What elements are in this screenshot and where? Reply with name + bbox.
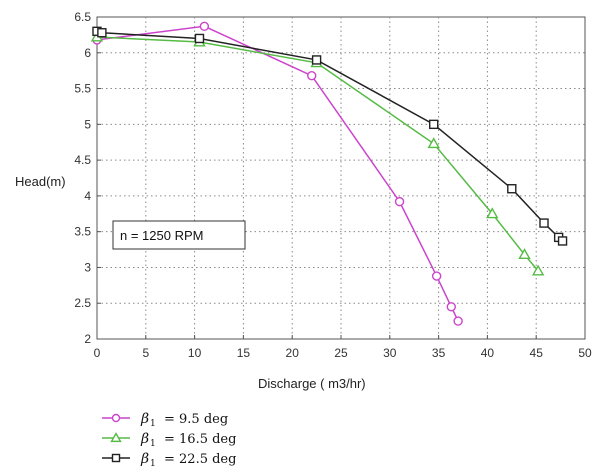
data-point-triangle <box>427 137 440 149</box>
data-point-circle <box>394 196 405 207</box>
grid <box>97 17 585 339</box>
x-tick-label: 30 <box>383 346 397 360</box>
data-point-square <box>539 218 549 228</box>
x-tick-label: 25 <box>334 346 348 360</box>
y-tick-label: 5.5 <box>74 82 91 96</box>
legend-marker-square <box>111 453 121 463</box>
legend-item: β 1 = 9.5 deg <box>102 411 228 429</box>
y-tick-label: 3.5 <box>74 225 91 239</box>
rpm-annotation: n = 1250 RPM <box>112 220 246 250</box>
x-axis-title: Discharge ( m3/hr) <box>258 376 366 391</box>
data-point-triangle <box>486 207 499 219</box>
x-tick-label: 5 <box>142 346 149 360</box>
data-point-circle <box>453 316 463 326</box>
data-point-square <box>97 28 107 38</box>
legend-label: = 16.5 deg <box>164 432 236 447</box>
data-point-triangle <box>518 248 531 260</box>
data-point-circle <box>431 271 442 281</box>
series-3 <box>92 26 568 246</box>
data-point-square <box>311 55 322 65</box>
y-tick-label: 6 <box>84 46 91 60</box>
series-1 <box>92 21 463 326</box>
legend-beta-symbol: β <box>140 411 149 427</box>
data-point-square <box>429 119 439 130</box>
data-point-square <box>507 184 517 194</box>
data-point-triangle <box>531 264 545 276</box>
series-layer <box>90 21 568 326</box>
legend-beta-symbol: β <box>140 451 149 467</box>
data-point-circle <box>199 21 210 32</box>
x-tick-label: 45 <box>530 346 544 360</box>
y-tick-label: 3 <box>84 260 91 274</box>
x-tick-label: 50 <box>578 346 592 360</box>
legend-label: = 22.5 deg <box>164 452 236 467</box>
legend-marker-triangle <box>110 432 122 443</box>
y-tick-label: 4.5 <box>74 153 91 167</box>
y-tick-label: 5 <box>84 117 91 131</box>
data-point-square <box>194 33 205 44</box>
y-axis-ticks: 2 2.5 3 3.5 4 4.5 5 5.5 6 6.5 <box>74 10 101 346</box>
legend-subscript: 1 <box>150 419 156 429</box>
y-tick-label: 2 <box>84 332 91 346</box>
rpm-annotation-text: n = 1250 RPM <box>120 228 203 243</box>
rpm-annotation-box <box>112 220 246 250</box>
data-point-square <box>557 236 568 246</box>
plot-area <box>96 16 586 340</box>
legend-marker-circle <box>111 413 121 423</box>
y-tick-label: 2.5 <box>74 296 91 310</box>
legend-subscript: 1 <box>150 439 156 449</box>
y-tick-label: 6.5 <box>74 10 91 24</box>
x-tick-label: 0 <box>94 346 101 360</box>
x-tick-label: 20 <box>286 346 300 360</box>
data-point-circle <box>446 302 456 312</box>
x-tick-label: 40 <box>481 346 495 360</box>
x-tick-label: 15 <box>237 346 251 360</box>
legend-beta-symbol: β <box>140 431 149 447</box>
legend-item: β 1 = 22.5 deg <box>102 451 236 469</box>
x-axis-ticks: 0 5 10 15 20 25 30 35 40 45 50 <box>94 335 592 360</box>
y-tick-label: 4 <box>84 189 91 203</box>
legend-subscript: 1 <box>150 459 156 469</box>
legend-label: = 9.5 deg <box>164 412 228 427</box>
x-tick-label: 35 <box>432 346 446 360</box>
y-axis-title: Head(m) <box>15 174 66 189</box>
data-point-circle <box>307 70 317 81</box>
legend-item: β 1 = 16.5 deg <box>102 431 236 449</box>
x-tick-label: 10 <box>188 346 202 360</box>
